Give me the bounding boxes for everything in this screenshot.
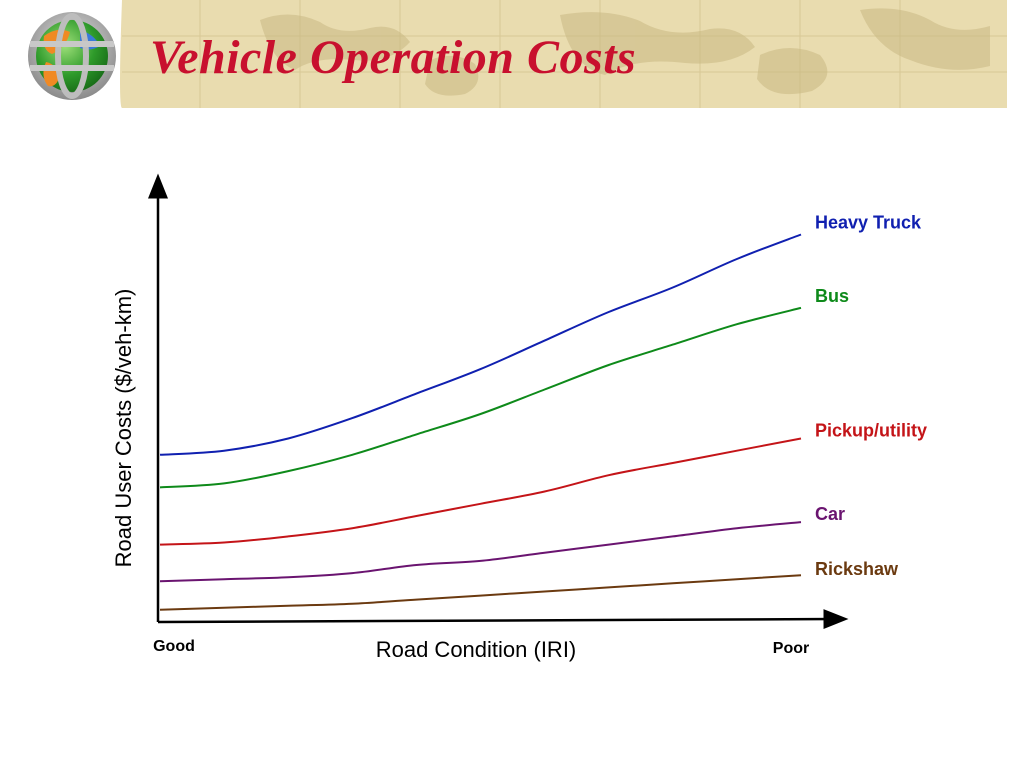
series-line-pickup-utility bbox=[159, 437, 802, 546]
title-banner: Vehicle Operation Costs bbox=[0, 0, 1007, 108]
y-axis-title: Road User Costs ($/veh-km) bbox=[111, 289, 136, 568]
series-label-rickshaw: Rickshaw bbox=[815, 559, 899, 579]
series-line-car bbox=[159, 521, 802, 583]
series-label-bus: Bus bbox=[815, 286, 849, 306]
slide-title: Vehicle Operation Costs bbox=[150, 31, 637, 84]
globe-logo-icon bbox=[28, 12, 116, 100]
series-label-heavy-truck: Heavy Truck bbox=[815, 213, 922, 233]
series-label-pickup-utility: Pickup/utility bbox=[815, 421, 927, 441]
series-line-rickshaw bbox=[159, 574, 802, 611]
grid-texture bbox=[122, 0, 1007, 108]
series-line-heavy-truck bbox=[159, 233, 802, 456]
x-axis-start-label: Good bbox=[153, 638, 195, 655]
x-axis-title: Road Condition (IRI) bbox=[376, 637, 577, 662]
x-axis bbox=[157, 609, 849, 630]
series-label-car: Car bbox=[815, 504, 845, 524]
series-layer: Heavy Truck Bus Pickup/utility Car Rickshaw bbox=[159, 213, 927, 611]
world-map-texture bbox=[260, 8, 990, 96]
series-line-bus bbox=[159, 306, 802, 489]
banner-background bbox=[0, 0, 1007, 108]
x-axis-end-label: Poor bbox=[773, 640, 809, 657]
